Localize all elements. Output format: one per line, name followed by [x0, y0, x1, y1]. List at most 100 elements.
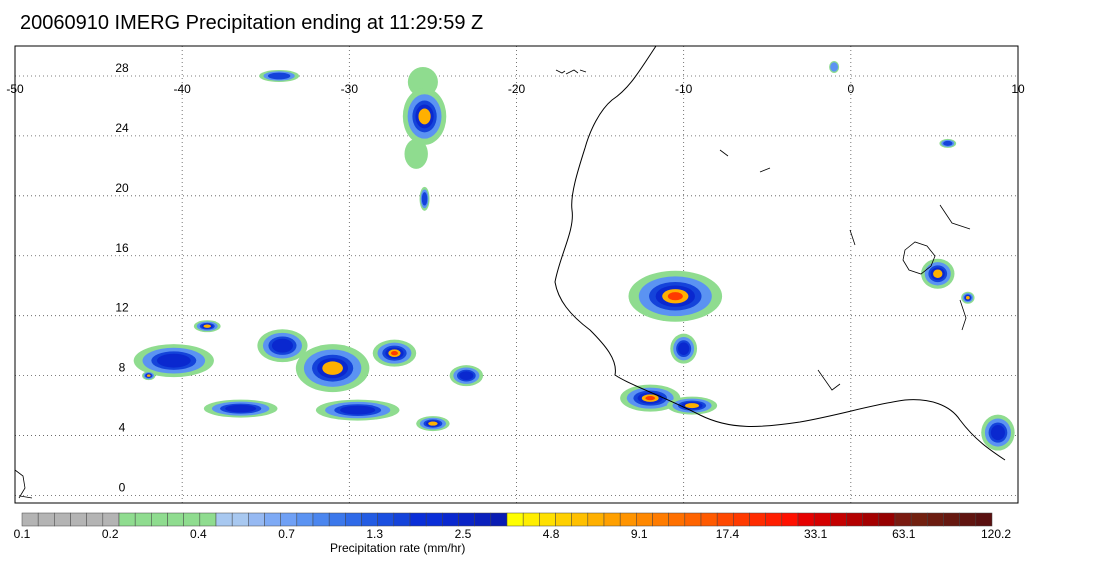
precip-cell-15-5 — [667, 292, 683, 301]
colorbar-swatch-13 — [231, 512, 249, 527]
colorbar-tick-9: 33.1 — [804, 527, 828, 541]
colorbar-swatch-39 — [652, 512, 669, 527]
colorbar-swatch-6 — [118, 512, 136, 527]
colorbar-swatch-2 — [54, 512, 71, 527]
colorbar-swatch-8 — [151, 512, 168, 527]
colorbar-tick-2: 0.4 — [190, 527, 207, 541]
precip-system-2 — [402, 87, 447, 145]
precip-cell-17-5 — [645, 395, 656, 401]
colorbar-swatch-36 — [603, 512, 621, 527]
colorbar-label: Precipitation rate (mm/hr) — [330, 541, 466, 555]
precip-cell-22-3 — [990, 425, 1005, 441]
colorbar-swatch-42 — [700, 512, 718, 527]
precip-system-15 — [628, 270, 723, 322]
precip-cell-19-4 — [933, 269, 943, 278]
colorbar-swatch-18 — [312, 512, 330, 527]
precip-cell-18-4 — [685, 403, 700, 409]
colorbar-swatch-15 — [264, 512, 281, 527]
colorbar-swatch-59 — [975, 512, 993, 527]
lat-tick-label-6: 24 — [115, 121, 129, 135]
colorbar-swatch-54 — [894, 512, 912, 527]
precip-cell-14-4 — [428, 421, 438, 426]
colorbar-swatch-41 — [684, 512, 702, 527]
precip-system-11 — [315, 399, 400, 421]
colorbar-swatch-31 — [522, 512, 540, 527]
colorbar-swatch-51 — [846, 512, 863, 527]
colorbar-swatch-44 — [733, 512, 750, 527]
colorbar-swatch-17 — [296, 512, 314, 527]
colorbar-swatch-24 — [409, 512, 427, 527]
lat-tick-label-4: 16 — [115, 241, 129, 255]
precip-system-16 — [670, 333, 698, 364]
colorbar-swatch-40 — [668, 512, 686, 527]
precip-system-8 — [257, 329, 308, 363]
colorbar-swatch-9 — [167, 512, 184, 527]
colorbar: 0.1 0.2 0.4 0.7 1.3 2.5 4.8 9.1 17.4 33.1 63.1 120.… — [14, 512, 1011, 541]
precip-cell-16-3 — [678, 342, 690, 355]
colorbar-swatch-12 — [215, 512, 233, 527]
precip-system-14 — [416, 416, 450, 432]
coast-southwest-island — [14, 469, 33, 499]
colorbar-swatch-45 — [749, 512, 766, 527]
colorbar-swatch-48 — [797, 512, 815, 527]
colorbar-swatch-7 — [134, 512, 152, 527]
colorbar-swatch-14 — [248, 512, 265, 527]
precip-system-21 — [961, 291, 975, 304]
precip-system-17 — [620, 384, 681, 412]
lat-tick-label-0: 0 — [119, 481, 126, 495]
colorbar-swatch-28 — [474, 512, 492, 527]
colorbar-swatch-21 — [361, 512, 378, 527]
precip-system-6 — [193, 320, 221, 333]
precip-system-3 — [404, 138, 428, 169]
colorbar-swatch-38 — [636, 512, 653, 527]
precip-cell-12-3 — [225, 404, 257, 413]
precip-system-12 — [203, 399, 278, 418]
precip-cell-2-4 — [418, 108, 431, 125]
colorbar-swatch-27 — [458, 512, 475, 527]
colorbar-swatch-16 — [280, 512, 298, 527]
coast-detail-north — [555, 69, 587, 75]
colorbar-swatch-46 — [765, 512, 783, 527]
precip-cell-0-2 — [267, 72, 291, 80]
precip-system-20 — [939, 138, 957, 148]
precip-system-7 — [142, 371, 156, 381]
precip-cell-7-4 — [146, 374, 151, 377]
precip-system-23 — [829, 60, 840, 73]
colorbar-swatch-32 — [539, 512, 556, 527]
colorbar-swatch-58 — [959, 512, 977, 527]
precip-cell-5-3 — [156, 353, 191, 368]
colorbar-tick-4: 1.3 — [366, 527, 383, 541]
colorbar-swatch-37 — [619, 512, 637, 527]
colorbar-tick-7: 9.1 — [631, 527, 648, 541]
map-title: 20060910 IMERG Precipitation ending at 1… — [20, 12, 484, 34]
colorbar-swatch-30 — [506, 512, 524, 527]
precip-cell-21-4 — [965, 296, 970, 300]
colorbar-tick-8: 17.4 — [716, 527, 740, 541]
river-lines — [719, 149, 971, 391]
africa-coastline — [554, 45, 1006, 461]
colorbar-tick-11: 120.2 — [981, 527, 1011, 541]
precipitation-field — [133, 60, 1015, 451]
lake-outline — [902, 241, 936, 275]
colorbar-swatch-53 — [878, 512, 896, 527]
precip-system-13 — [449, 365, 484, 387]
colorbar-swatch-0 — [21, 512, 39, 527]
colorbar-swatch-5 — [102, 512, 120, 527]
colorbar-swatch-3 — [70, 512, 87, 527]
colorbar-swatch-20 — [345, 512, 362, 527]
colorbar-tick-5: 2.5 — [455, 527, 472, 541]
lat-tick-label-3: 12 — [115, 301, 129, 315]
colorbar-tick-6: 4.8 — [543, 527, 560, 541]
colorbar-tick-0: 0.1 — [14, 527, 31, 541]
precip-cell-4-2 — [421, 192, 428, 206]
colorbar-swatch-47 — [781, 512, 799, 527]
precip-system-18 — [666, 396, 718, 415]
precip-cell-13-3 — [459, 371, 474, 381]
precip-system-0 — [259, 69, 300, 82]
colorbar-swatch-35 — [587, 512, 605, 527]
colorbar-swatch-43 — [716, 512, 734, 527]
precip-system-19 — [921, 258, 955, 289]
colorbar-swatch-22 — [377, 512, 395, 527]
lat-tick-label-2: 8 — [119, 361, 126, 375]
